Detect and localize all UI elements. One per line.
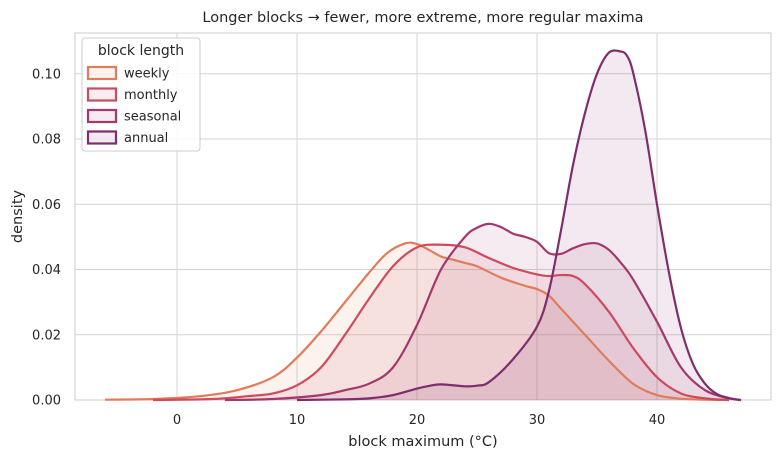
x-tick-label: 20: [409, 413, 426, 428]
legend: block length weekly monthly seasonal annual: [81, 37, 201, 152]
y-tick-label: 0.04: [32, 263, 61, 278]
legend-item-monthly: monthly: [86, 87, 178, 103]
monthly-density-line: [152, 243, 730, 402]
legend-title: block length: [98, 43, 184, 59]
plot-frame: [74, 32, 772, 401]
y-tick-label: 0.02: [32, 328, 61, 343]
legend-label-annual: annual: [124, 131, 168, 146]
legend-swatch-annual: [86, 130, 118, 145]
legend-swatch-seasonal: [86, 108, 118, 124]
y-tick-label: 0.08: [32, 133, 61, 148]
x-tick-label: 30: [529, 413, 546, 428]
seasonal-density-line: [224, 222, 742, 402]
y-tick-label: 0.06: [32, 198, 61, 213]
line-layer: [104, 49, 742, 402]
legend-swatch-monthly: [86, 87, 118, 102]
legend-label-seasonal: seasonal: [124, 110, 181, 125]
annual-density-area: [297, 50, 741, 401]
legend-item-annual: annual: [86, 130, 168, 146]
legend-label-monthly: monthly: [124, 88, 178, 103]
chart-title: Longer blocks → fewer, more extreme, mor…: [202, 10, 643, 26]
y-tick-label: 0.10: [32, 67, 61, 82]
grid-layer: [75, 33, 771, 401]
weekly-density-line: [104, 241, 730, 402]
y-tick-label: 0.00: [32, 394, 61, 409]
x-tick-label: 0: [173, 413, 181, 428]
legend-item-seasonal: seasonal: [86, 108, 181, 125]
annual-density-line: [296, 49, 742, 402]
tick-layer: 0 10 20 30 40 0.00 0.02 0.04 0.06 0.08 0.10: [32, 67, 665, 428]
x-tick-label: 10: [289, 413, 306, 428]
weekly-density-area: [105, 242, 729, 400]
legend-items: weekly monthly seasonal annual: [86, 65, 181, 146]
legend-swatch-weekly: [86, 65, 118, 81]
fill-layer: [105, 50, 741, 401]
monthly-density-area: [153, 244, 729, 400]
seasonal-density-area: [225, 223, 741, 400]
legend-item-weekly: weekly: [86, 65, 170, 82]
y-axis-label: density: [10, 190, 26, 244]
x-axis-label: block maximum (°C): [348, 434, 497, 450]
legend-label-weekly: weekly: [124, 67, 170, 82]
x-tick-label: 40: [649, 413, 666, 428]
